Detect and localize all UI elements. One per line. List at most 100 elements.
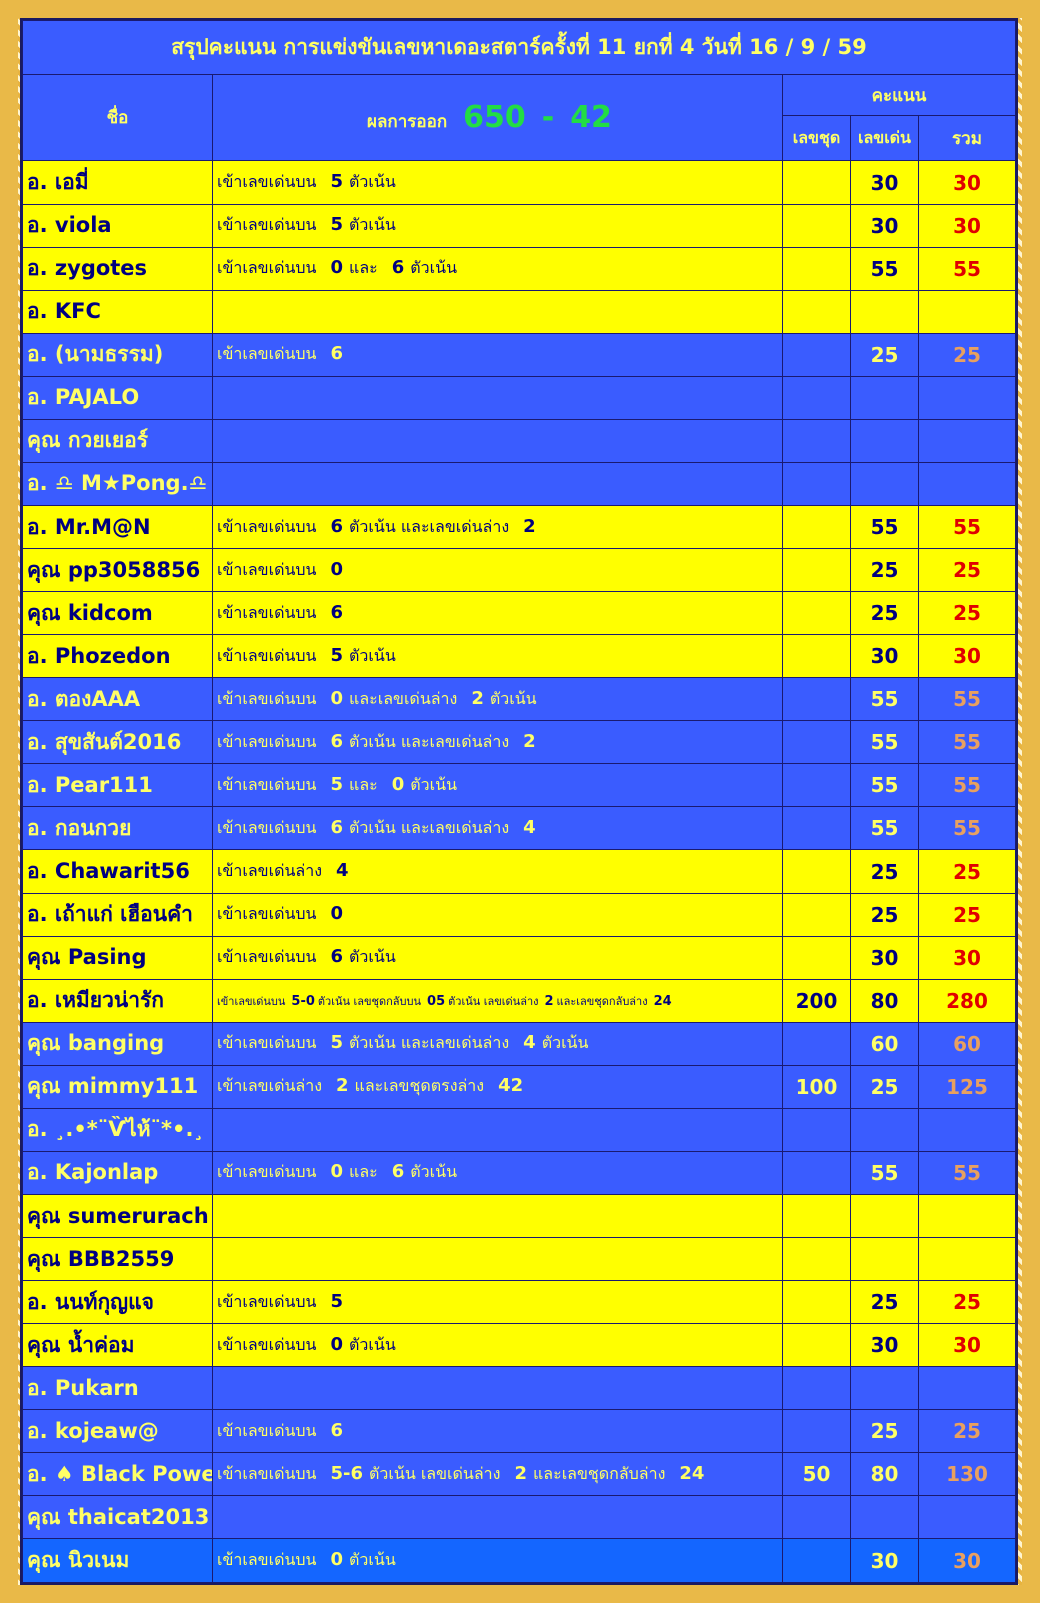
- detail-text: เข้าเลขเด่นบน: [217, 258, 317, 278]
- detail-text: เข้าเลขเด่นบน: [217, 688, 317, 708]
- total-score: 130: [918, 1452, 1016, 1497]
- result-detail: เข้าเลขเด่นบน 0 และ 6 ตัวเน้น: [212, 246, 783, 291]
- set-score: 200: [782, 978, 851, 1023]
- set-score: [782, 1323, 851, 1368]
- set-score: [782, 375, 851, 420]
- set-score: [782, 1237, 851, 1282]
- detail-text: เข้าเลขเด่นบน: [217, 904, 317, 924]
- detail-text: ตัวเน้น เลขเด่นล่าง: [448, 994, 539, 1008]
- total-score: 25: [918, 332, 1016, 377]
- detail-number: 5: [330, 644, 344, 666]
- detail-text: เข้าเลขเด่นล่าง: [217, 1076, 322, 1096]
- detail-text: เข้าเลขเด่นบน: [217, 994, 286, 1008]
- result-detail: [212, 375, 783, 420]
- detail-text: เข้าเลขเด่นบน: [217, 516, 317, 536]
- total-score: 30: [918, 1323, 1016, 1368]
- table-row: คุณ thaicat2013: [22, 1495, 1016, 1540]
- detail-number: 6: [391, 257, 405, 279]
- set-score: [782, 720, 851, 765]
- participant-name: คุณ mimmy111: [22, 1064, 213, 1109]
- lead-score: 25: [850, 892, 919, 937]
- result-detail: เข้าเลขเด่นบน 5-0 ตัวเน้น เลขชุดกลับบน 05 ตั…: [212, 978, 783, 1023]
- total-score: 280: [918, 978, 1016, 1023]
- result-detail: [212, 418, 783, 463]
- detail-text: ตัวเน้น และเลขเด่นล่าง: [349, 817, 510, 837]
- total-score: [918, 1193, 1016, 1239]
- set-score: [782, 1150, 851, 1195]
- set-score: [782, 806, 851, 851]
- participant-name: อ. Mr.M@N: [22, 504, 213, 550]
- table-row: อ. ♠ Black Power ♠เข้าเลขเด่นบน 5-6ตัวเน้…: [22, 1452, 1016, 1497]
- lead-score: 55: [850, 763, 919, 808]
- detail-text: เข้าเลขเด่นบน: [217, 1291, 317, 1311]
- detail-number: 4: [523, 1032, 536, 1054]
- lead-score: [850, 1495, 919, 1540]
- result-detail: เข้าเลขเด่นบน 0 ตัวเน้น: [212, 1538, 783, 1583]
- set-score: [782, 591, 851, 636]
- set-score: 100: [782, 1064, 851, 1109]
- table-row: อ. ¸.•*¨Ѷไห้¨*•.¸: [22, 1107, 1016, 1152]
- table-row: อ. Pear111 เข้าเลขเด่นบน 5 และ 0 ตัวเน้น 55 55: [22, 763, 1016, 808]
- table-row: อ. PAJALO: [22, 375, 1016, 420]
- detail-text: เข้าเลขเด่นบน: [217, 1334, 317, 1354]
- result-detail: เข้าเลขเด่นบน 5 ตัวเน้น: [212, 160, 783, 205]
- lead-score: 30: [850, 1323, 919, 1368]
- set-score: [782, 203, 851, 248]
- participant-name: อ. KFC: [22, 289, 213, 334]
- lead-score: 30: [850, 203, 919, 248]
- detail-number: 0: [330, 1333, 344, 1355]
- total-score: 30: [918, 935, 1016, 980]
- result-detail: เข้าเลขเด่นบน 0 และ 6 ตัวเน้น: [212, 1150, 783, 1195]
- participant-name: อ. กอนกวย: [22, 806, 213, 851]
- set-score: [782, 289, 851, 334]
- table-row: อ. Chawarit56 เข้าเลขเด่นล่าง 4 25 25: [22, 849, 1016, 894]
- result-detail: [212, 1193, 783, 1239]
- table-row: อ. KFC: [22, 289, 1016, 334]
- lead-score: 80: [850, 978, 919, 1023]
- detail-text: ตัวเน้น: [410, 1162, 457, 1182]
- participant-name: อ. สุขสันต์2016: [22, 720, 213, 765]
- detail-number: 2: [514, 1462, 527, 1484]
- set-score: [782, 1021, 851, 1066]
- table-row: อ. Kajonlap เข้าเลขเด่นบน 0 และ 6 ตัวเน้น 55 55: [22, 1150, 1016, 1195]
- lead-score: 30: [850, 160, 919, 205]
- lead-score: 25: [850, 849, 919, 894]
- total-score: 25: [918, 1280, 1016, 1325]
- set-score: [782, 1280, 851, 1325]
- participant-name: อ. ♠ Black Power ♠: [22, 1452, 213, 1497]
- detail-text: เข้าเลขเด่นบน: [217, 947, 317, 967]
- total-score: 30: [918, 203, 1016, 248]
- detail-text: ตัวเน้น: [410, 258, 457, 278]
- total-score: 55: [918, 763, 1016, 808]
- table-row: อ. (นามธรรม) เข้าเลขเด่นบน 6 25 25: [22, 332, 1016, 377]
- table-row: คุณ banging เข้าเลขเด่นบน 5 ตัวเน้น และเลขเ…: [22, 1021, 1016, 1066]
- set-score: [782, 548, 851, 593]
- lead-score: [850, 1107, 919, 1152]
- lead-score: 25: [850, 332, 919, 377]
- set-score: 50: [782, 1452, 851, 1497]
- result-detail: เข้าเลขเด่นบน 6 ตัวเน้น: [212, 935, 783, 980]
- total-score: [918, 1366, 1016, 1411]
- total-score: 55: [918, 504, 1016, 550]
- detail-number: 42: [498, 1075, 524, 1097]
- result-detail: [212, 1237, 783, 1282]
- total-score: [918, 461, 1016, 506]
- detail-number: 0: [330, 1549, 344, 1571]
- total-score: [918, 375, 1016, 420]
- detail-number: 6: [330, 946, 344, 968]
- page-title: สรุปคะแนน การแข่งขันเลขหาเดอะสตาร์ครั้งท…: [22, 19, 1016, 76]
- detail-text: ตัวเน้น: [410, 774, 457, 794]
- detail-number: 24: [653, 993, 672, 1009]
- participant-name: อ. Pukarn: [22, 1366, 213, 1411]
- result-detail: เข้าเลขเด่นบน 0 ตัวเน้น: [212, 1323, 783, 1368]
- result-sep: -: [541, 100, 555, 136]
- result-detail: เข้าเลขเด่นล่าง 2 และเลขชุดตรงล่าง 42: [212, 1064, 783, 1109]
- lead-score: 80: [850, 1452, 919, 1497]
- detail-number: 5: [330, 1290, 344, 1312]
- set-score: [782, 246, 851, 291]
- total-score: 25: [918, 892, 1016, 937]
- lead-score: [850, 418, 919, 463]
- detail-number: 5: [330, 773, 344, 795]
- header-set: เลขชุด: [782, 115, 851, 162]
- participant-name: อ. Kajonlap: [22, 1150, 213, 1195]
